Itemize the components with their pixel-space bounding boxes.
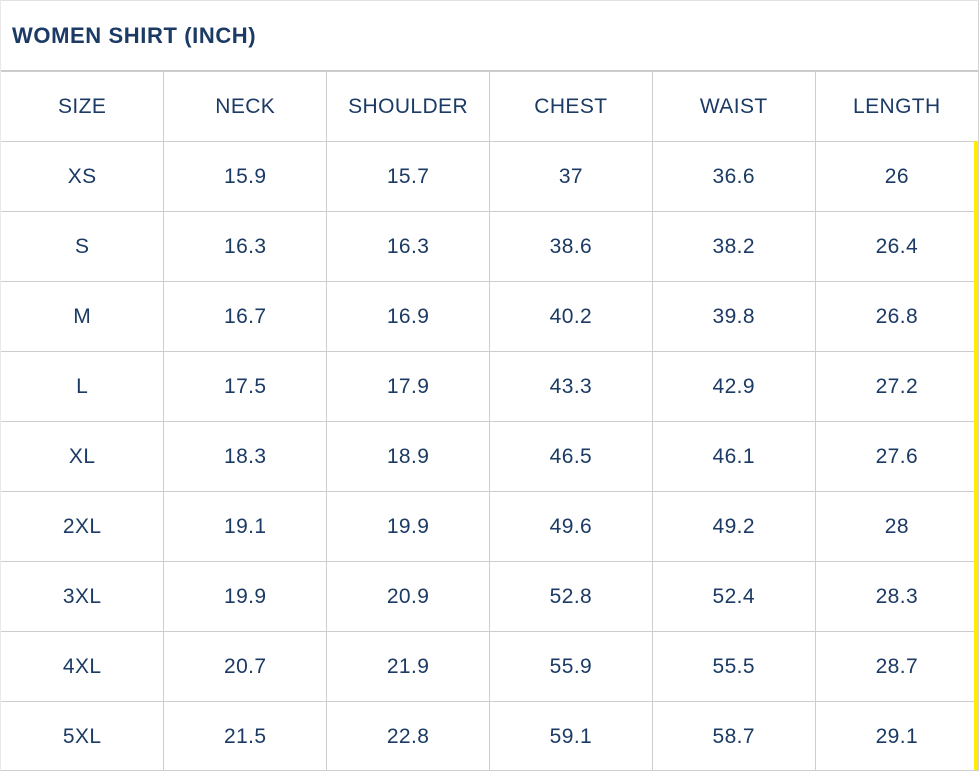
table-row: S 16.3 16.3 38.6 38.2 26.4 — [1, 211, 978, 282]
column-header-waist: WAIST — [651, 71, 816, 142]
cell-length: 27.2 — [814, 351, 978, 422]
cell-length: 29.1 — [814, 701, 978, 770]
column-header-size: SIZE — [1, 71, 165, 142]
table-row: 4XL 20.7 21.9 55.9 55.5 28.7 — [1, 631, 978, 702]
cell-size: 2XL — [1, 491, 165, 562]
cell-waist: 52.4 — [651, 561, 816, 632]
cell-length: 27.6 — [814, 421, 978, 492]
cell-neck: 16.3 — [163, 211, 328, 282]
table-row: L 17.5 17.9 43.3 42.9 27.2 — [1, 351, 978, 422]
table-body: XS 15.9 15.7 37 36.6 26 S 16.3 16.3 38.6… — [1, 141, 978, 770]
cell-waist: 38.2 — [651, 211, 816, 282]
table-row: 3XL 19.9 20.9 52.8 52.4 28.3 — [1, 561, 978, 632]
cell-waist: 39.8 — [651, 281, 816, 352]
cell-waist: 49.2 — [651, 491, 816, 562]
table-row: 2XL 19.1 19.9 49.6 49.2 28 — [1, 491, 978, 562]
cell-chest: 37 — [488, 141, 653, 212]
page-title: WOMEN SHIRT (INCH) — [12, 22, 257, 48]
table-header: SIZE NECK SHOULDER CHEST WAIST LENGTH — [1, 71, 978, 142]
column-header-shoulder: SHOULDER — [326, 71, 490, 142]
cell-shoulder: 17.9 — [326, 351, 490, 422]
cell-neck: 20.7 — [163, 631, 328, 702]
cell-waist: 46.1 — [651, 421, 816, 492]
cell-length: 26.4 — [814, 211, 978, 282]
cell-size: M — [1, 281, 165, 352]
cell-size: XL — [1, 421, 165, 492]
cell-length: 28.7 — [814, 631, 978, 702]
cell-chest: 43.3 — [488, 351, 653, 422]
cell-size: S — [1, 211, 165, 282]
cell-chest: 59.1 — [488, 701, 653, 770]
cell-neck: 19.9 — [163, 561, 328, 632]
cell-chest: 52.8 — [488, 561, 653, 632]
cell-chest: 49.6 — [488, 491, 653, 562]
column-header-chest: CHEST — [488, 71, 653, 142]
column-header-neck: NECK — [163, 71, 328, 142]
cell-waist: 55.5 — [651, 631, 816, 702]
cell-shoulder: 20.9 — [326, 561, 490, 632]
cell-shoulder: 21.9 — [326, 631, 490, 702]
cell-shoulder: 16.3 — [326, 211, 490, 282]
cell-chest: 38.6 — [488, 211, 653, 282]
table-row: M 16.7 16.9 40.2 39.8 26.8 — [1, 281, 978, 352]
cell-shoulder: 16.9 — [326, 281, 490, 352]
cell-neck: 18.3 — [163, 421, 328, 492]
cell-chest: 46.5 — [488, 421, 653, 492]
title-bar: WOMEN SHIRT (INCH) — [1, 1, 978, 71]
header-row: SIZE NECK SHOULDER CHEST WAIST LENGTH — [1, 71, 978, 142]
cell-size: 5XL — [1, 701, 165, 770]
cell-length: 28 — [814, 491, 978, 562]
cell-chest: 40.2 — [488, 281, 653, 352]
cell-shoulder: 15.7 — [326, 141, 490, 212]
cell-length: 28.3 — [814, 561, 978, 632]
cell-shoulder: 22.8 — [326, 701, 490, 770]
cell-waist: 58.7 — [651, 701, 816, 770]
cell-neck: 15.9 — [163, 141, 328, 212]
column-header-length: LENGTH — [814, 71, 978, 142]
cell-neck: 19.1 — [163, 491, 328, 562]
cell-shoulder: 19.9 — [326, 491, 490, 562]
cell-waist: 36.6 — [651, 141, 816, 212]
cell-neck: 17.5 — [163, 351, 328, 422]
cell-neck: 21.5 — [163, 701, 328, 770]
table-row: XL 18.3 18.9 46.5 46.1 27.6 — [1, 421, 978, 492]
cell-shoulder: 18.9 — [326, 421, 490, 492]
scroll-highlight-stripe — [974, 141, 978, 770]
size-table: SIZE NECK SHOULDER CHEST WAIST LENGTH XS… — [1, 71, 978, 770]
cell-length: 26 — [814, 141, 978, 212]
cell-size: L — [1, 351, 165, 422]
cell-size: 3XL — [1, 561, 165, 632]
cell-waist: 42.9 — [651, 351, 816, 422]
cell-chest: 55.9 — [488, 631, 653, 702]
cell-size: 4XL — [1, 631, 165, 702]
cell-length: 26.8 — [814, 281, 978, 352]
cell-size: XS — [1, 141, 165, 212]
table-row: XS 15.9 15.7 37 36.6 26 — [1, 141, 978, 212]
cell-neck: 16.7 — [163, 281, 328, 352]
table-row: 5XL 21.5 22.8 59.1 58.7 29.1 — [1, 701, 978, 770]
